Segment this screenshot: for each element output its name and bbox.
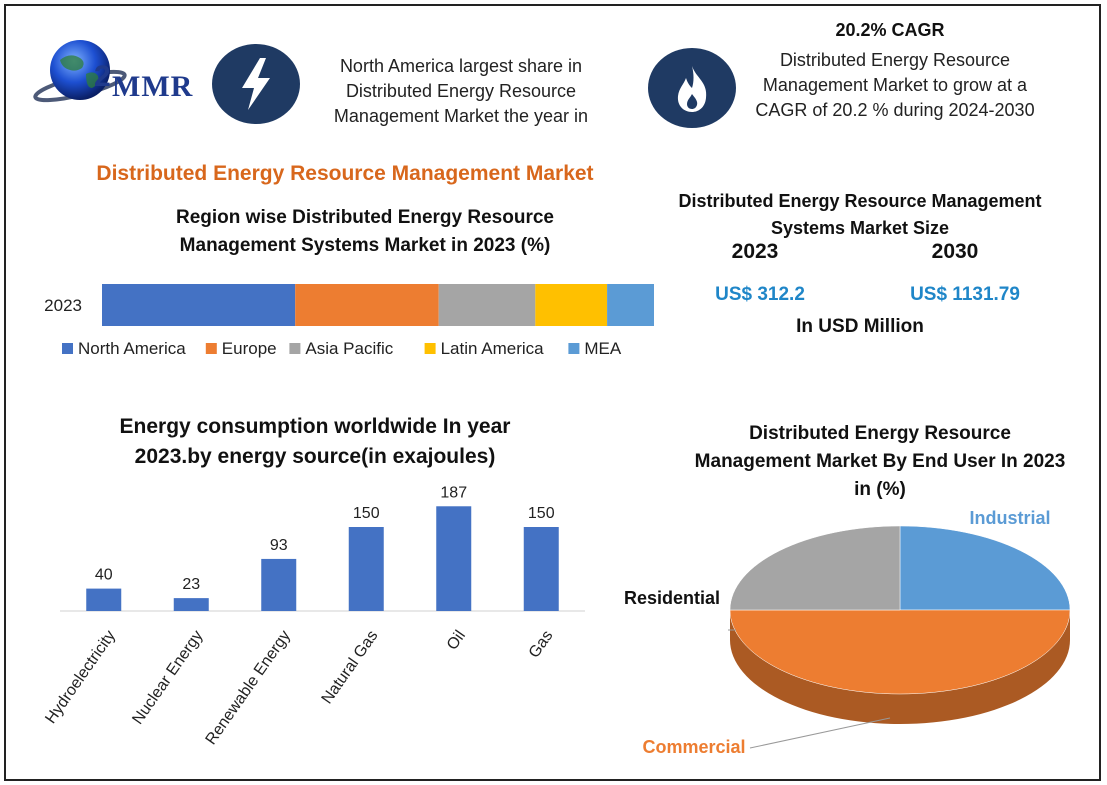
year-2023-label: 2023 xyxy=(731,240,779,263)
north-america-share-text: North America largest share in Distribut… xyxy=(333,56,589,126)
end-user-pie-chart: Industrial Commercial Residential xyxy=(624,508,1071,757)
category-label: 2023 xyxy=(44,296,82,315)
data-label-gas: 150 xyxy=(528,505,555,522)
region-chart-title: Region wise Distributed Energy Resource … xyxy=(176,207,554,256)
legend-swatch-asia-pacific xyxy=(289,343,301,354)
tick-label-nuclear-energy: Nuclear Energy xyxy=(129,628,206,728)
legend-label-mea: MEA xyxy=(584,339,622,358)
lightning-bolt-icon xyxy=(212,44,300,124)
main-title: Distributed Energy Resource Management M… xyxy=(96,162,594,185)
legend-label-europe: Europe xyxy=(222,339,277,358)
leader-line-commercial xyxy=(749,717,891,749)
logo-text: MMR xyxy=(112,70,194,103)
legend-label-asia-pacific: Asia Pacific xyxy=(305,339,393,358)
data-label-hydroelectricity: 40 xyxy=(95,567,113,584)
tick-label-renewable-energy: Renewable Energy xyxy=(203,628,294,749)
year-2030-label: 2030 xyxy=(931,240,979,263)
legend-swatch-europe xyxy=(205,343,217,354)
legend-swatch-north-america xyxy=(62,343,73,354)
svg-text:2: 2 xyxy=(94,60,111,93)
flame-icon xyxy=(648,48,736,128)
market-value-2023: US$ 312.2 xyxy=(715,284,805,305)
data-label-natural-gas: 150 xyxy=(353,505,380,522)
bar-renewable-energy xyxy=(261,558,297,611)
legend-swatch-latin-america xyxy=(424,343,436,354)
energy-bar-chart: 40 Hydroelectricity 23 Nuclear Energy 93 Rene… xyxy=(42,485,585,749)
pie-label-residential: Residential xyxy=(624,588,720,608)
end-user-chart-title: Distributed Energy Resource Management M… xyxy=(694,423,1066,500)
mmr-logo: 2 xyxy=(30,34,210,114)
bar-nuclear-energy xyxy=(173,598,209,611)
bar-gas xyxy=(523,527,559,611)
market-size-title: Distributed Energy Resource Management S… xyxy=(678,191,1042,238)
tick-label-gas: Gas xyxy=(526,628,557,662)
pie-label-commercial: Commercial xyxy=(642,737,745,757)
pie-slice-industrial xyxy=(899,525,1071,611)
pie-slice-commercial xyxy=(729,609,1071,695)
pie-label-industrial: Industrial xyxy=(969,508,1050,528)
bar-segment-asia-pacific xyxy=(438,284,536,326)
units-label: In USD Million xyxy=(796,316,924,337)
tick-label-hydroelectricity: Hydroelectricity xyxy=(42,628,119,727)
legend-swatch-mea xyxy=(568,343,580,354)
cagr-title: 20.2% CAGR xyxy=(835,20,945,40)
legend-label-latin-america: Latin America xyxy=(441,339,545,358)
tick-label-natural-gas: Natural Gas xyxy=(319,628,382,708)
pie-slice-residential xyxy=(729,525,901,611)
cagr-description: Distributed Energy Resource Management M… xyxy=(755,50,1035,120)
energy-chart-title: Energy consumption worldwide In year 202… xyxy=(119,415,511,468)
data-label-nuclear-energy: 23 xyxy=(182,576,200,593)
bar-segment-mea xyxy=(607,284,654,326)
bar-segment-europe xyxy=(295,284,439,326)
bar-segment-north-america xyxy=(102,284,296,326)
infographic-frame xyxy=(4,4,1101,781)
globe-logo-icon: 2 xyxy=(33,40,127,103)
data-label-renewable-energy: 93 xyxy=(270,537,288,554)
legend-label-north-america: North America xyxy=(78,339,186,358)
bar-natural-gas xyxy=(348,527,384,611)
bar-oil xyxy=(436,506,472,611)
data-label-oil: 187 xyxy=(440,485,467,501)
bar-hydroelectricity xyxy=(86,588,122,611)
tick-label-oil: Oil xyxy=(444,628,469,654)
pie-side-commercial xyxy=(730,610,1070,724)
market-value-2030: US$ 1131.79 xyxy=(910,284,1020,305)
region-stacked-bar-chart: 2023 North America Europe Asia Pacific Latin… xyxy=(44,284,654,358)
bar-segment-latin-america xyxy=(535,284,608,326)
